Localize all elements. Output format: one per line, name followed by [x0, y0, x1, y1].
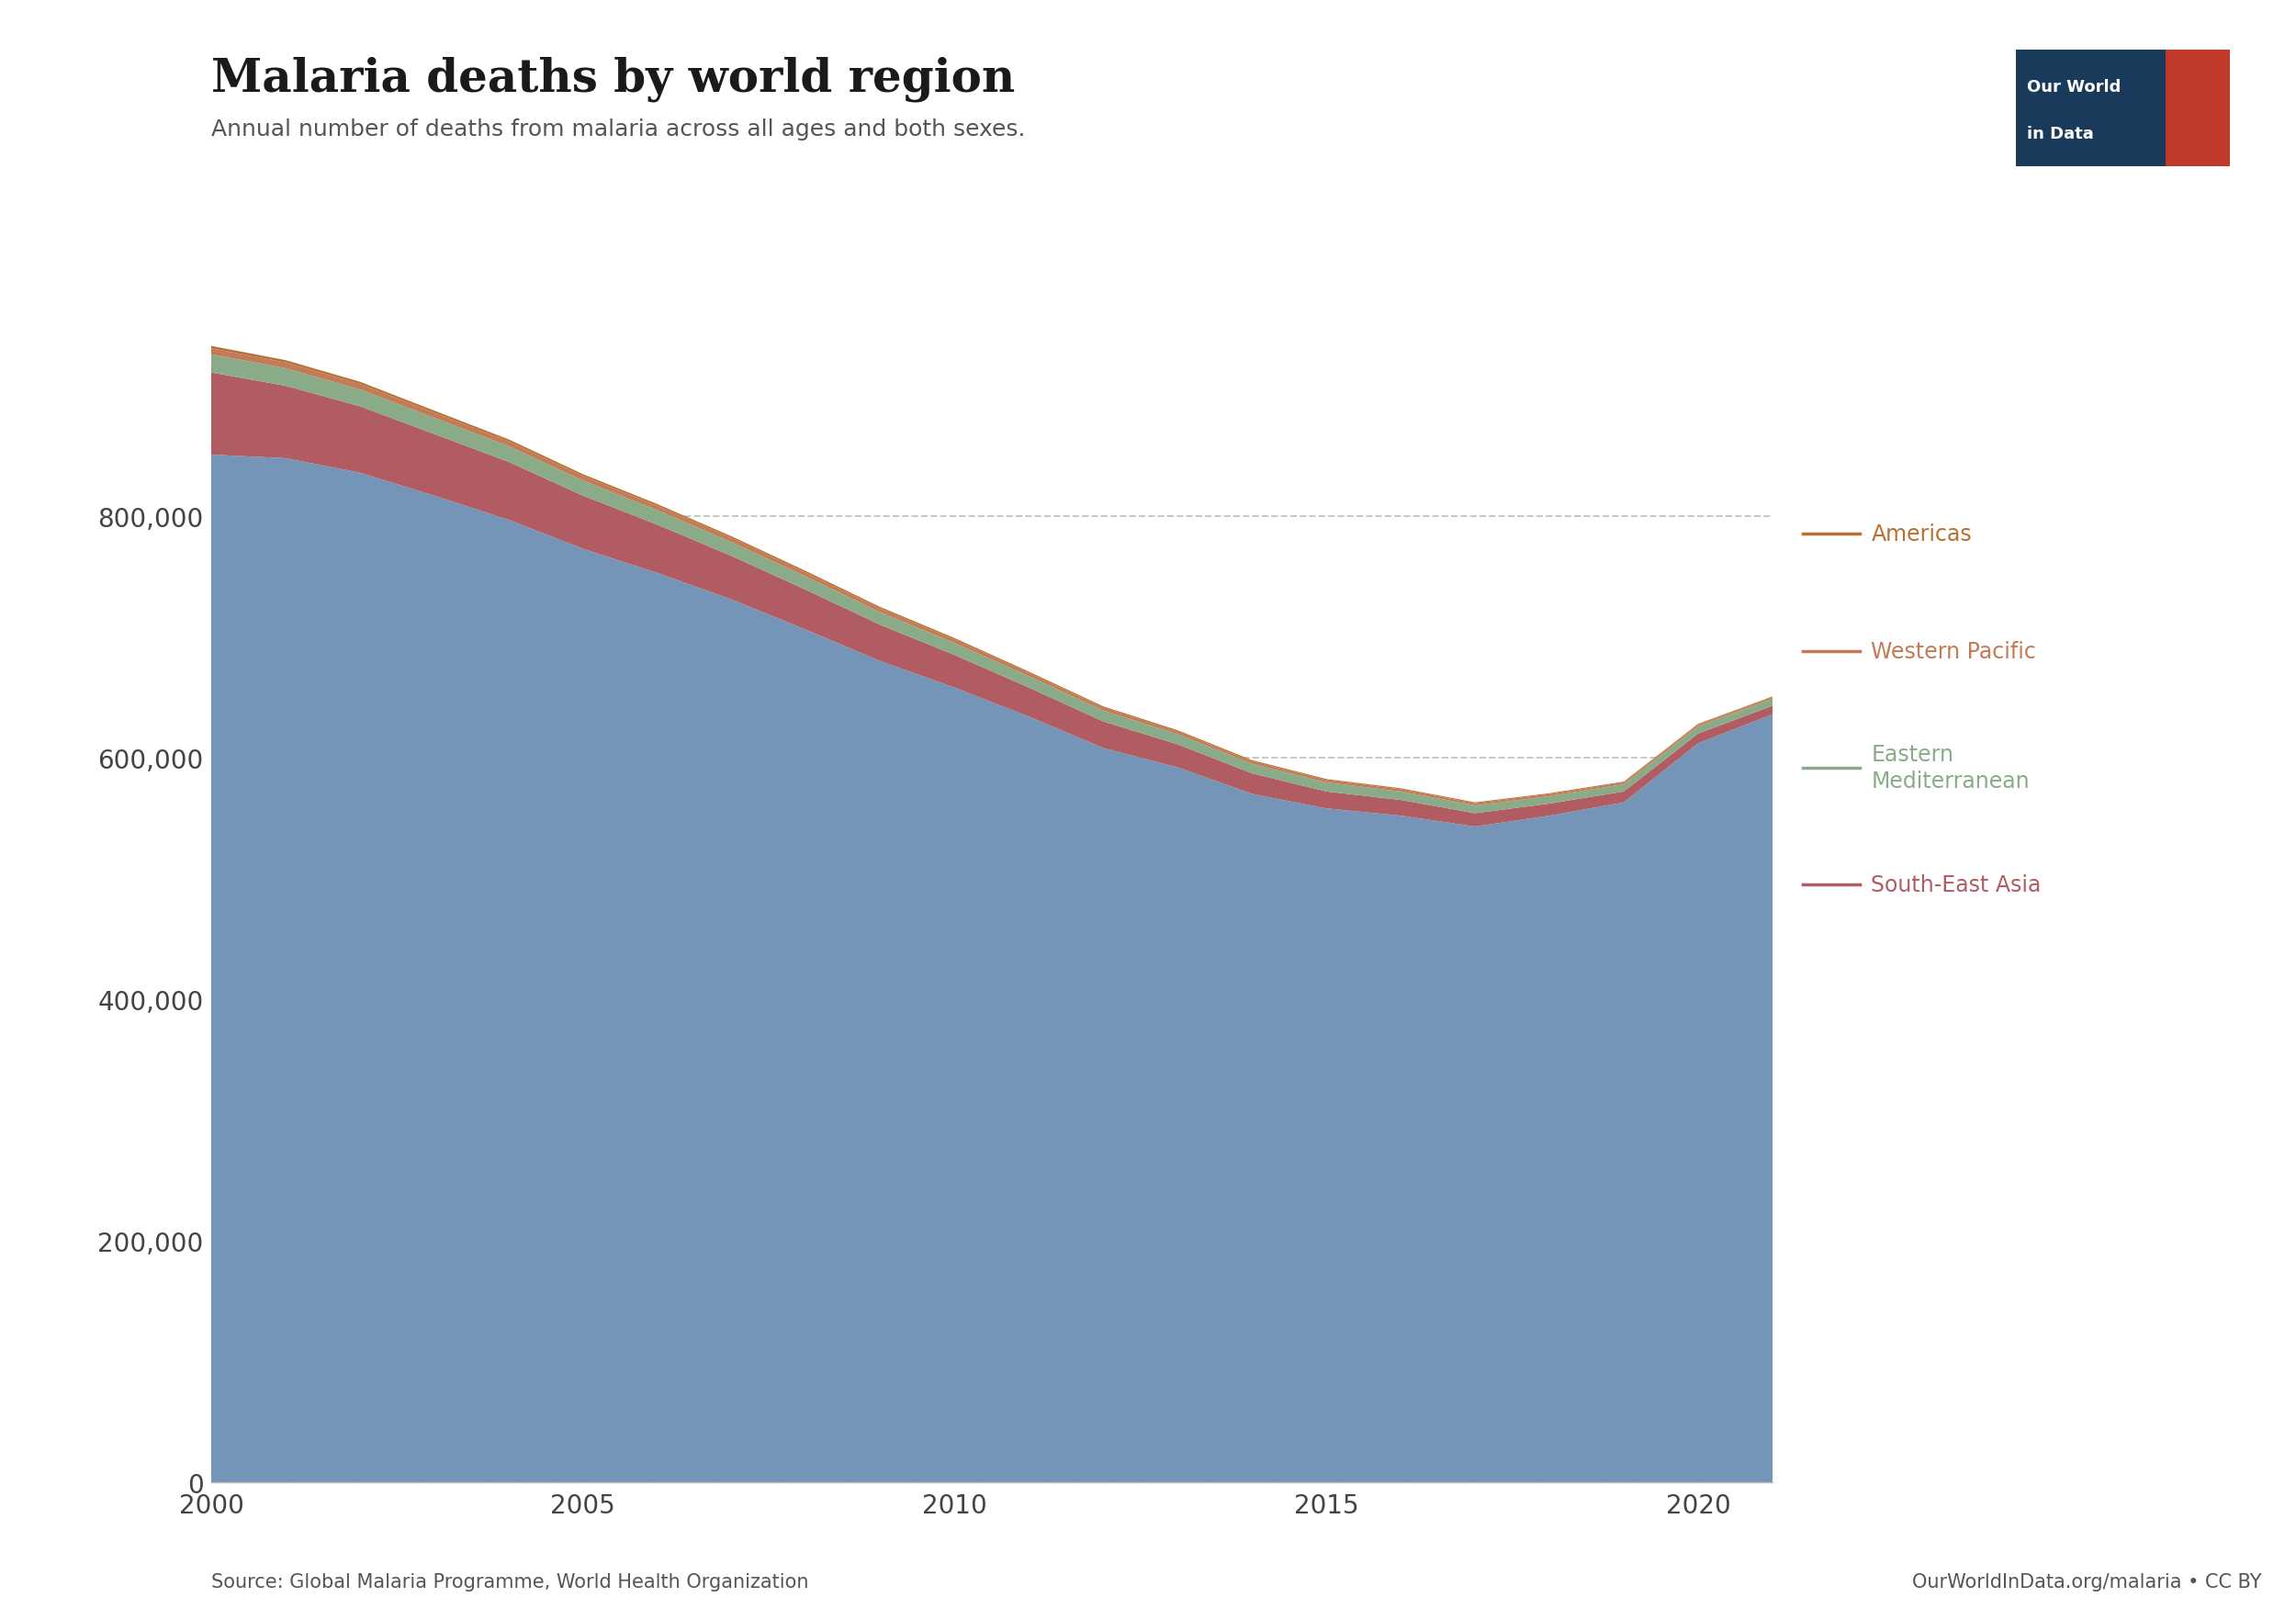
Text: Africa: Africa	[1153, 1071, 1401, 1126]
Text: in Data: in Data	[2027, 126, 2094, 143]
Text: South-East Asia: South-East Asia	[1871, 873, 2041, 896]
Bar	[2165, 50, 2229, 167]
Text: Our World: Our World	[2027, 79, 2122, 96]
Text: OurWorldInData.org/malaria • CC BY: OurWorldInData.org/malaria • CC BY	[1913, 1573, 2262, 1591]
Text: Americas: Americas	[1871, 523, 1972, 546]
Text: Source: Global Malaria Programme, World Health Organization: Source: Global Malaria Programme, World …	[211, 1573, 808, 1591]
Text: Annual number of deaths from malaria across all ages and both sexes.: Annual number of deaths from malaria acr…	[211, 118, 1026, 141]
Text: Malaria deaths by world region: Malaria deaths by world region	[211, 57, 1015, 102]
Text: Western Pacific: Western Pacific	[1871, 640, 2037, 663]
Text: Eastern
Mediterranean: Eastern Mediterranean	[1871, 744, 2030, 792]
